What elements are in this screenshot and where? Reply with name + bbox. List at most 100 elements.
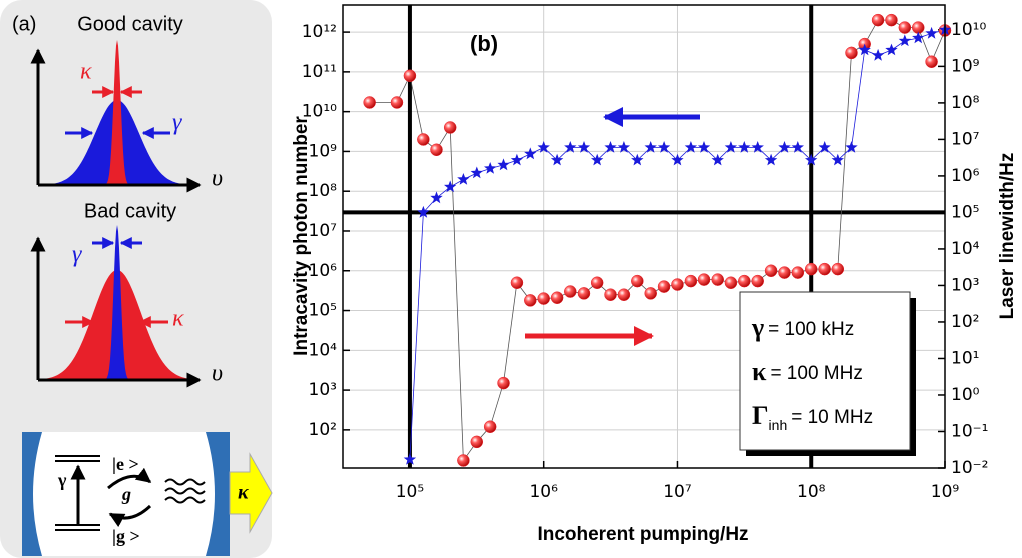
panel-background [0, 0, 272, 558]
x-tick-label: 10⁶ [529, 482, 558, 502]
x-tick-label: 10⁵ [396, 482, 424, 502]
circle-marker [871, 13, 885, 27]
cavity-interior [22, 432, 230, 556]
symbol: γ [72, 242, 82, 268]
y2-tick-label: 10² [951, 312, 979, 332]
star-marker [697, 141, 711, 153]
axis-symbol: υ [212, 166, 223, 192]
symbol: γ [172, 110, 182, 136]
parameter-value: = 100 kHz [768, 319, 854, 340]
parameter: Γinh = 10 MHz [752, 401, 873, 433]
star-marker [537, 141, 550, 153]
circle-marker [403, 69, 417, 82]
star-marker [684, 141, 698, 153]
y2-tick-label: 10⁰ [951, 385, 980, 405]
y2-axis-title: Laser linewidth/Hz [997, 153, 1018, 320]
circle-marker [644, 287, 657, 300]
circle-marker [657, 280, 671, 293]
circle-marker [417, 133, 430, 146]
circle-marker [390, 96, 404, 109]
symbol: κ [80, 59, 92, 85]
star-marker [577, 141, 591, 153]
circle-marker [564, 285, 577, 298]
circle-marker [711, 273, 724, 286]
star-marker [403, 453, 417, 465]
y-tick-label: 10³ [309, 380, 337, 400]
star-marker [912, 31, 925, 44]
panel-label: (a) [12, 13, 36, 35]
circle-marker [577, 287, 591, 300]
star-marker [778, 141, 791, 153]
circle-marker [738, 274, 751, 288]
parameter-box [739, 291, 911, 451]
y-tick-label: 10² [309, 420, 337, 440]
circle-marker [764, 264, 778, 278]
axis-symbol: υ [212, 361, 223, 387]
y2-tick-label: 10¹⁰ [951, 20, 986, 40]
x-axis-title: Incoherent pumping/Hz [537, 524, 748, 545]
star-marker [644, 141, 657, 153]
star-marker [831, 153, 844, 166]
star-marker [631, 153, 644, 166]
star-marker [604, 141, 617, 153]
transition-arrow [108, 504, 152, 528]
parameter-symbol: γ [751, 313, 764, 342]
panel-label: (b) [470, 31, 498, 56]
star-marker [444, 180, 457, 193]
star-marker [925, 26, 938, 39]
transition-arrow [107, 467, 152, 490]
star-marker [564, 141, 577, 153]
circle-marker [845, 46, 858, 60]
y2-tick-label: 10⁻¹ [951, 421, 988, 441]
star-marker [845, 141, 858, 153]
level-label: |e > [112, 454, 139, 474]
star-marker [657, 141, 671, 153]
star-marker [791, 141, 804, 153]
symbol: κ [238, 482, 249, 504]
y-tick-label: 10¹¹ [302, 62, 337, 82]
circle-marker [617, 288, 631, 301]
star-marker [724, 141, 738, 153]
circle-marker [778, 266, 791, 279]
star-marker [591, 153, 604, 166]
circle-marker [818, 262, 831, 276]
gain-profile [100, 225, 134, 380]
circle-marker [751, 274, 764, 288]
star-marker [671, 153, 684, 166]
y-tick-label: 10⁴ [309, 340, 338, 360]
circle-marker [483, 420, 497, 433]
circle-marker [443, 121, 457, 134]
parameter-value: = 100 MHz [770, 363, 862, 384]
star-marker [764, 153, 778, 166]
y2-tick-label: 10⁹ [951, 56, 980, 76]
symbol: κ [172, 306, 184, 332]
star-marker [484, 162, 497, 174]
mirror [22, 432, 42, 556]
circle-marker [430, 143, 443, 157]
circle-marker [604, 288, 617, 301]
circle-marker [550, 291, 564, 304]
circle-marker [697, 273, 711, 286]
star-marker [524, 147, 537, 160]
circle-marker [510, 276, 524, 289]
y2-tick-label: 10⁶ [951, 166, 980, 186]
x-tick-label: 10⁹ [931, 482, 960, 502]
star-marker [858, 43, 871, 56]
circle-marker [363, 96, 376, 109]
circle-marker [631, 274, 644, 288]
circle-marker [791, 266, 805, 279]
y2-tick-label: 10⁸ [951, 93, 980, 113]
circle-marker [671, 278, 684, 291]
y-tick-label: 10⁶ [309, 261, 338, 281]
star-marker [751, 141, 764, 153]
star-marker [871, 48, 885, 61]
star-marker [470, 166, 483, 179]
star-marker [711, 153, 724, 166]
star-marker [417, 205, 430, 218]
y-tick-label: 10⁷ [309, 221, 338, 241]
star-marker [617, 141, 631, 153]
